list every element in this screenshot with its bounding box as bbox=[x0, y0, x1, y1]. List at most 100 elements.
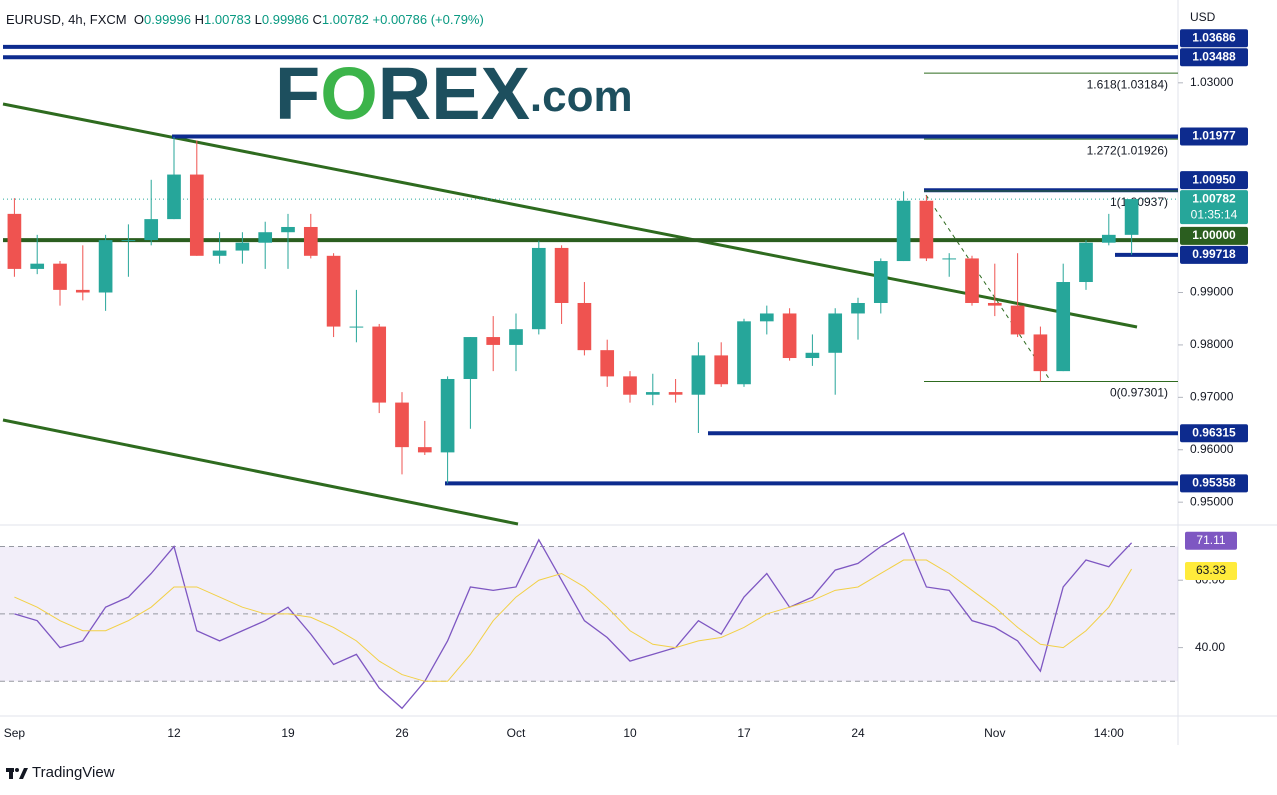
candle-body bbox=[98, 240, 113, 293]
tv-logo bbox=[6, 767, 28, 779]
candle-body bbox=[1079, 242, 1093, 283]
candle-body bbox=[235, 242, 250, 251]
candle-body bbox=[372, 326, 387, 403]
price-label-box bbox=[1180, 127, 1248, 146]
candle-body bbox=[896, 200, 911, 262]
ohlc-value: 1.00782 bbox=[321, 12, 369, 27]
candle-body bbox=[782, 313, 797, 359]
symbol: EURUSD, 4h, FXCM bbox=[6, 12, 127, 27]
x-tick-label: Nov bbox=[984, 726, 1005, 740]
candle-body bbox=[805, 352, 820, 359]
candle-body bbox=[486, 337, 501, 345]
plot: 1.03000 0.99000 0.98000 0.97000 0.96000 0.950… bbox=[0, 29, 1248, 740]
x-tick-label: 10 bbox=[623, 726, 637, 740]
fib-label: 1.618(1.03184) bbox=[1087, 77, 1168, 91]
candle-body bbox=[463, 337, 478, 379]
candle-body bbox=[53, 263, 67, 290]
ohlc-value: 0.99996 bbox=[144, 12, 191, 27]
logo-part: F bbox=[275, 52, 320, 135]
rsi-label: 71.11 bbox=[1196, 533, 1225, 547]
y-tick-label: 0.95000 bbox=[1190, 494, 1234, 508]
candle-body bbox=[121, 240, 136, 242]
price-label: 0.95358 bbox=[1192, 476, 1236, 490]
candle-body bbox=[600, 350, 615, 377]
fib-label: 1.272(1.01926) bbox=[1087, 143, 1168, 157]
candle-body bbox=[281, 226, 295, 233]
candle-body bbox=[167, 174, 181, 220]
rsi-label: 63.33 bbox=[1196, 563, 1226, 577]
price-label-box bbox=[1180, 29, 1248, 48]
candle-body bbox=[942, 258, 957, 260]
candle-body bbox=[349, 326, 364, 328]
x-tick-label: 19 bbox=[281, 726, 295, 740]
candle-body bbox=[7, 213, 22, 269]
x-tick-label: 12 bbox=[167, 726, 181, 740]
candle-body bbox=[1010, 305, 1025, 335]
change: +0.00786 (+0.79%) bbox=[372, 12, 484, 27]
y-tick-label: 0.97000 bbox=[1190, 390, 1234, 404]
candle-body bbox=[577, 302, 592, 351]
price-label: 1.03686 bbox=[1192, 30, 1236, 44]
candle-body bbox=[987, 302, 1002, 306]
fib-label: 0(0.97301) bbox=[1110, 386, 1168, 400]
candle-body bbox=[919, 200, 934, 259]
ohlc-label: L bbox=[254, 12, 262, 27]
logo-part: O bbox=[320, 52, 378, 135]
rsi-label-box bbox=[1185, 562, 1237, 581]
price-label-box bbox=[1180, 245, 1248, 264]
x-tick-label: Sep bbox=[4, 726, 26, 740]
logo-text: FOREX.com bbox=[275, 52, 633, 135]
candle-body bbox=[737, 321, 751, 385]
price-label: 0.96315 bbox=[1192, 425, 1236, 439]
y-tick-label: 1.03000 bbox=[1190, 75, 1234, 89]
x-tick-label: 26 bbox=[395, 726, 409, 740]
candle-body bbox=[1101, 234, 1116, 243]
ohlc-value: 1.00783 bbox=[204, 12, 252, 27]
price-label: 1.03488 bbox=[1192, 49, 1236, 63]
rsi-line bbox=[14, 559, 1133, 682]
candle-body bbox=[873, 261, 888, 303]
axis-currency: USD bbox=[1190, 10, 1216, 24]
price-label: 1.00950 bbox=[1192, 172, 1236, 186]
ohlc-label: H bbox=[194, 12, 205, 27]
logo: FOREX.com bbox=[275, 52, 633, 135]
candle-body bbox=[714, 355, 729, 385]
x-tick-label: 14:00 bbox=[1094, 726, 1124, 740]
price-label-box bbox=[1180, 190, 1248, 225]
candle-body bbox=[30, 263, 45, 269]
x-tick-label: 24 bbox=[851, 726, 865, 740]
price-label: 0.99718 bbox=[1192, 247, 1236, 261]
trendline bbox=[2, 102, 1138, 329]
price-label-box bbox=[1180, 171, 1248, 190]
candle-body bbox=[828, 313, 843, 353]
x-tick-label: 17 bbox=[737, 726, 751, 740]
logo-part: .com bbox=[530, 72, 633, 121]
candle-body bbox=[759, 313, 774, 322]
brand: TradingView bbox=[32, 764, 115, 781]
candle-body bbox=[303, 226, 318, 256]
rsi-label-box bbox=[1185, 531, 1237, 550]
footer: TradingView bbox=[6, 764, 115, 781]
candle-body bbox=[75, 289, 90, 293]
candle-body bbox=[668, 392, 683, 395]
price-label-box bbox=[1180, 48, 1248, 67]
candle-body bbox=[395, 402, 409, 448]
fib-label: 1(1.00937) bbox=[1110, 195, 1168, 209]
candle-body bbox=[144, 219, 159, 241]
candle-body bbox=[258, 232, 273, 243]
ohlc-label: O bbox=[133, 12, 144, 27]
candle-body bbox=[509, 329, 523, 345]
candle-body bbox=[1124, 199, 1139, 235]
candle-body bbox=[851, 302, 865, 314]
candle-body bbox=[1033, 334, 1048, 372]
candle-body bbox=[645, 392, 660, 395]
candle-body bbox=[212, 250, 227, 256]
header: EURUSD, 4h, FXCM O0.99996 H1.00783 L0.99… bbox=[6, 12, 484, 27]
y-tick-label: 0.96000 bbox=[1190, 442, 1234, 456]
price-label: 1.00000 bbox=[1192, 228, 1236, 242]
rsi-line bbox=[14, 532, 1133, 710]
ohlc-label: C bbox=[312, 12, 322, 27]
price-label: 1.00782 bbox=[1192, 191, 1236, 205]
